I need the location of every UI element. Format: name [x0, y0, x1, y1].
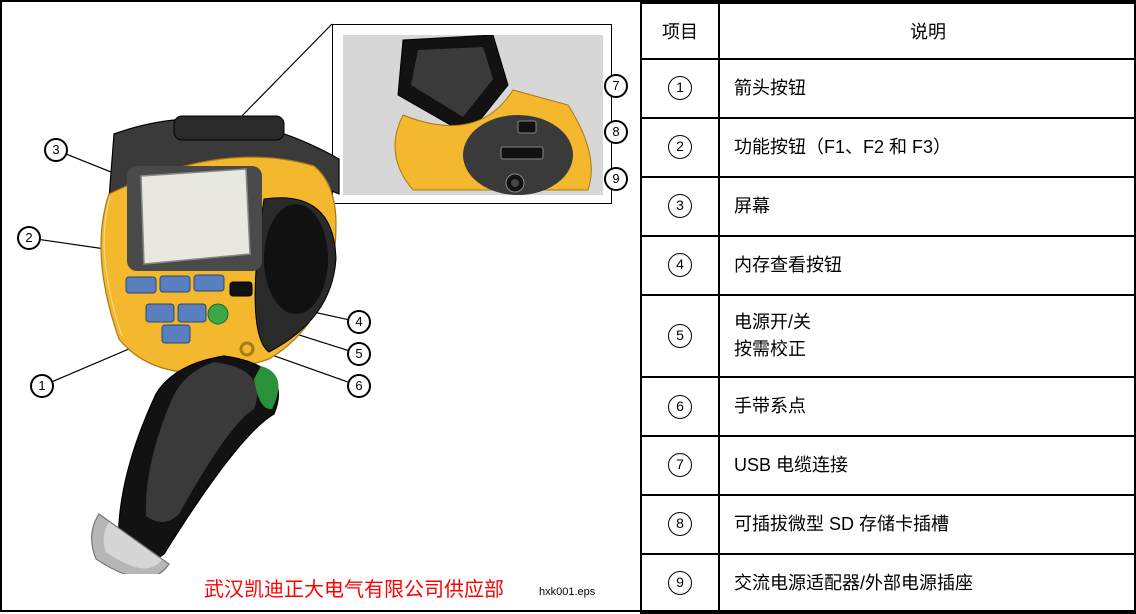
table-num-cell: 3 — [641, 177, 719, 236]
table-desc-cell: 可插拔微型 SD 存储卡插槽 — [719, 495, 1136, 554]
table-header-desc: 说明 — [719, 3, 1136, 59]
table-num-cell: 5 — [641, 295, 719, 377]
callout-bubble: 1 — [30, 374, 54, 398]
circled-number-icon: 4 — [668, 253, 692, 277]
circled-number-icon: 7 — [668, 453, 692, 477]
callout-bubble: 7 — [604, 74, 628, 98]
callout-bubble: 6 — [347, 374, 371, 398]
table-row: 3 屏幕 — [641, 177, 1136, 236]
table-desc-cell: 功能按钮（F1、F2 和 F3） — [719, 118, 1136, 177]
callout-bubble: 3 — [44, 138, 68, 162]
watermark-text: 武汉凯迪正大电气有限公司供应部 — [204, 573, 504, 602]
callout-bubble: 8 — [604, 120, 628, 144]
table-num-cell: 9 — [641, 554, 719, 613]
table-num-cell: 4 — [641, 236, 719, 295]
table-num-cell: 1 — [641, 59, 719, 118]
page-frame: 武汉凯迪正大电气有限公司供应部 hxk001.eps 1 2 3 4 5 6 7 8 9 项目 … — [0, 0, 1136, 612]
circled-number-icon: 1 — [668, 76, 692, 100]
table-num-cell: 7 — [641, 436, 719, 495]
table-row: 6 手带系点 — [641, 377, 1136, 436]
table-desc-cell: 交流电源适配器/外部电源插座 — [719, 554, 1136, 613]
circled-number-icon: 2 — [668, 135, 692, 159]
figure-area: 武汉凯迪正大电气有限公司供应部 hxk001.eps 1 2 3 4 5 6 7 8 9 — [4, 4, 640, 612]
circled-number-icon: 5 — [668, 324, 692, 348]
circled-number-icon: 9 — [668, 571, 692, 595]
eps-filename-label: hxk001.eps — [539, 586, 595, 598]
table-desc-cell: 内存查看按钮 — [719, 236, 1136, 295]
table-row: 8 可插拔微型 SD 存储卡插槽 — [641, 495, 1136, 554]
callout-bubble: 4 — [347, 310, 371, 334]
callout-bubble: 5 — [347, 342, 371, 366]
table-desc-cell: 屏幕 — [719, 177, 1136, 236]
table-desc-cell: 手带系点 — [719, 377, 1136, 436]
table-row: 4 内存查看按钮 — [641, 236, 1136, 295]
table-row: 2 功能按钮（F1、F2 和 F3） — [641, 118, 1136, 177]
callout-bubble: 9 — [604, 167, 628, 191]
table-num-cell: 8 — [641, 495, 719, 554]
circled-number-icon: 8 — [668, 512, 692, 536]
table-num-cell: 2 — [641, 118, 719, 177]
camera-main-drawing — [64, 104, 384, 574]
table-body: 1 箭头按钮 2 功能按钮（F1、F2 和 F3） 3 屏幕 4 内存查看按钮 5 电源开/关按需… — [641, 59, 1136, 613]
callout-bubble: 2 — [17, 226, 41, 250]
table-row: 1 箭头按钮 — [641, 59, 1136, 118]
parts-table: 项目 说明 1 箭头按钮 2 功能按钮（F1、F2 和 F3） 3 屏幕 4 内存查看按钮 5 电… — [640, 2, 1136, 614]
table-num-cell: 6 — [641, 377, 719, 436]
table-desc-cell: USB 电缆连接 — [719, 436, 1136, 495]
table-header-item: 项目 — [641, 3, 719, 59]
table-row: 7 USB 电缆连接 — [641, 436, 1136, 495]
table-row: 9 交流电源适配器/外部电源插座 — [641, 554, 1136, 613]
table-row: 5 电源开/关按需校正 — [641, 295, 1136, 377]
circled-number-icon: 3 — [668, 194, 692, 218]
table-desc-cell: 电源开/关按需校正 — [719, 295, 1136, 377]
circled-number-icon: 6 — [668, 395, 692, 419]
table-desc-cell: 箭头按钮 — [719, 59, 1136, 118]
